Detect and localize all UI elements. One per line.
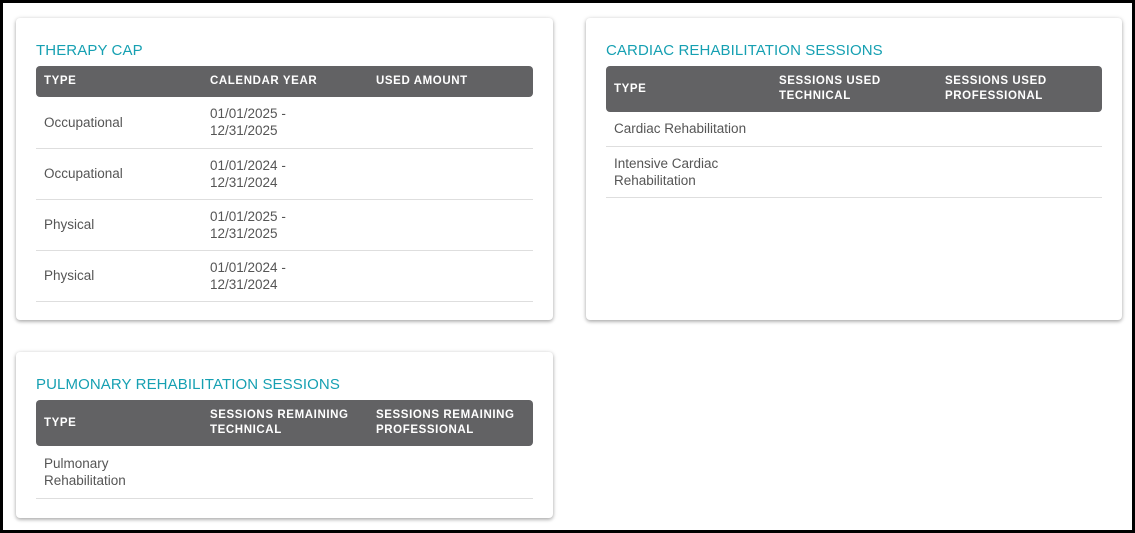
type-cell: Intensive Cardiac Rehabilitation	[606, 146, 771, 198]
year-end: 12/31/2025	[210, 123, 278, 139]
year-cell: 01/01/2025 -12/31/2025	[202, 97, 368, 149]
pulmonary-rehab-table: TYPE SESSIONS REMAINING TECHNICAL SESSIO…	[36, 400, 533, 499]
card-title: CARDIAC REHABILITATION SESSIONS	[606, 42, 883, 59]
used-cell	[368, 97, 533, 149]
technical-cell	[202, 446, 368, 499]
column-header: SESSIONS USED TECHNICAL	[771, 66, 937, 112]
year-start: 01/01/2025 -	[210, 106, 286, 122]
column-header: SESSIONS REMAINING PROFESSIONAL	[368, 400, 533, 446]
used-cell	[368, 199, 533, 251]
technical-cell	[771, 112, 937, 147]
type-cell: Physical	[36, 199, 202, 251]
cardiac-rehab-card: CARDIAC REHABILITATION SESSIONS TYPE SES…	[586, 18, 1122, 320]
column-header: USED AMOUNT	[368, 66, 533, 97]
professional-cell	[937, 146, 1102, 198]
year-end: 12/31/2025	[210, 225, 278, 241]
type-cell: Cardiac Rehabilitation	[606, 112, 771, 147]
table-row: Occupational 01/01/2025 -12/31/2025	[36, 97, 533, 149]
year-cell: 01/01/2024 -12/31/2024	[202, 148, 368, 200]
column-header: SESSIONS USED PROFESSIONAL	[937, 66, 1102, 112]
year-end: 12/31/2024	[210, 276, 278, 292]
year-start: 01/01/2025 -	[210, 208, 286, 224]
year-end: 12/31/2024	[210, 174, 278, 190]
column-header: TYPE	[36, 400, 202, 446]
page: THERAPY CAP TYPE CALENDAR YEAR USED AMOU…	[3, 3, 1132, 530]
professional-cell	[368, 446, 533, 499]
year-cell: 01/01/2024 -12/31/2024	[202, 250, 368, 302]
therapy-cap-table: TYPE CALENDAR YEAR USED AMOUNT Occupatio…	[36, 66, 533, 302]
table-row: Pulmonary Rehabilitation	[36, 446, 533, 499]
type-cell: Occupational	[36, 97, 202, 149]
card-title: THERAPY CAP	[36, 42, 143, 59]
column-header: TYPE	[36, 66, 202, 97]
technical-cell	[771, 146, 937, 198]
cardiac-rehab-table: TYPE SESSIONS USED TECHNICAL SESSIONS US…	[606, 66, 1102, 198]
table-row: Physical 01/01/2024 -12/31/2024	[36, 250, 533, 302]
column-header: SESSIONS REMAINING TECHNICAL	[202, 400, 368, 446]
year-start: 01/01/2024 -	[210, 157, 286, 173]
type-cell: Physical	[36, 250, 202, 302]
table-row: Intensive Cardiac Rehabilitation	[606, 146, 1102, 198]
used-cell	[368, 250, 533, 302]
year-cell: 01/01/2025 -12/31/2025	[202, 199, 368, 251]
professional-cell	[937, 112, 1102, 147]
used-cell	[368, 148, 533, 200]
pulmonary-rehab-card: PULMONARY REHABILITATION SESSIONS TYPE S…	[16, 352, 553, 518]
table-row: Physical 01/01/2025 -12/31/2025	[36, 199, 533, 251]
table-row: Cardiac Rehabilitation	[606, 112, 1102, 147]
therapy-cap-card: THERAPY CAP TYPE CALENDAR YEAR USED AMOU…	[16, 18, 553, 320]
year-start: 01/01/2024 -	[210, 259, 286, 275]
card-title: PULMONARY REHABILITATION SESSIONS	[36, 376, 340, 393]
type-cell: Occupational	[36, 148, 202, 200]
column-header: CALENDAR YEAR	[202, 66, 368, 97]
column-header: TYPE	[606, 66, 771, 112]
table-row: Occupational 01/01/2024 -12/31/2024	[36, 148, 533, 200]
type-cell: Pulmonary Rehabilitation	[36, 446, 202, 499]
